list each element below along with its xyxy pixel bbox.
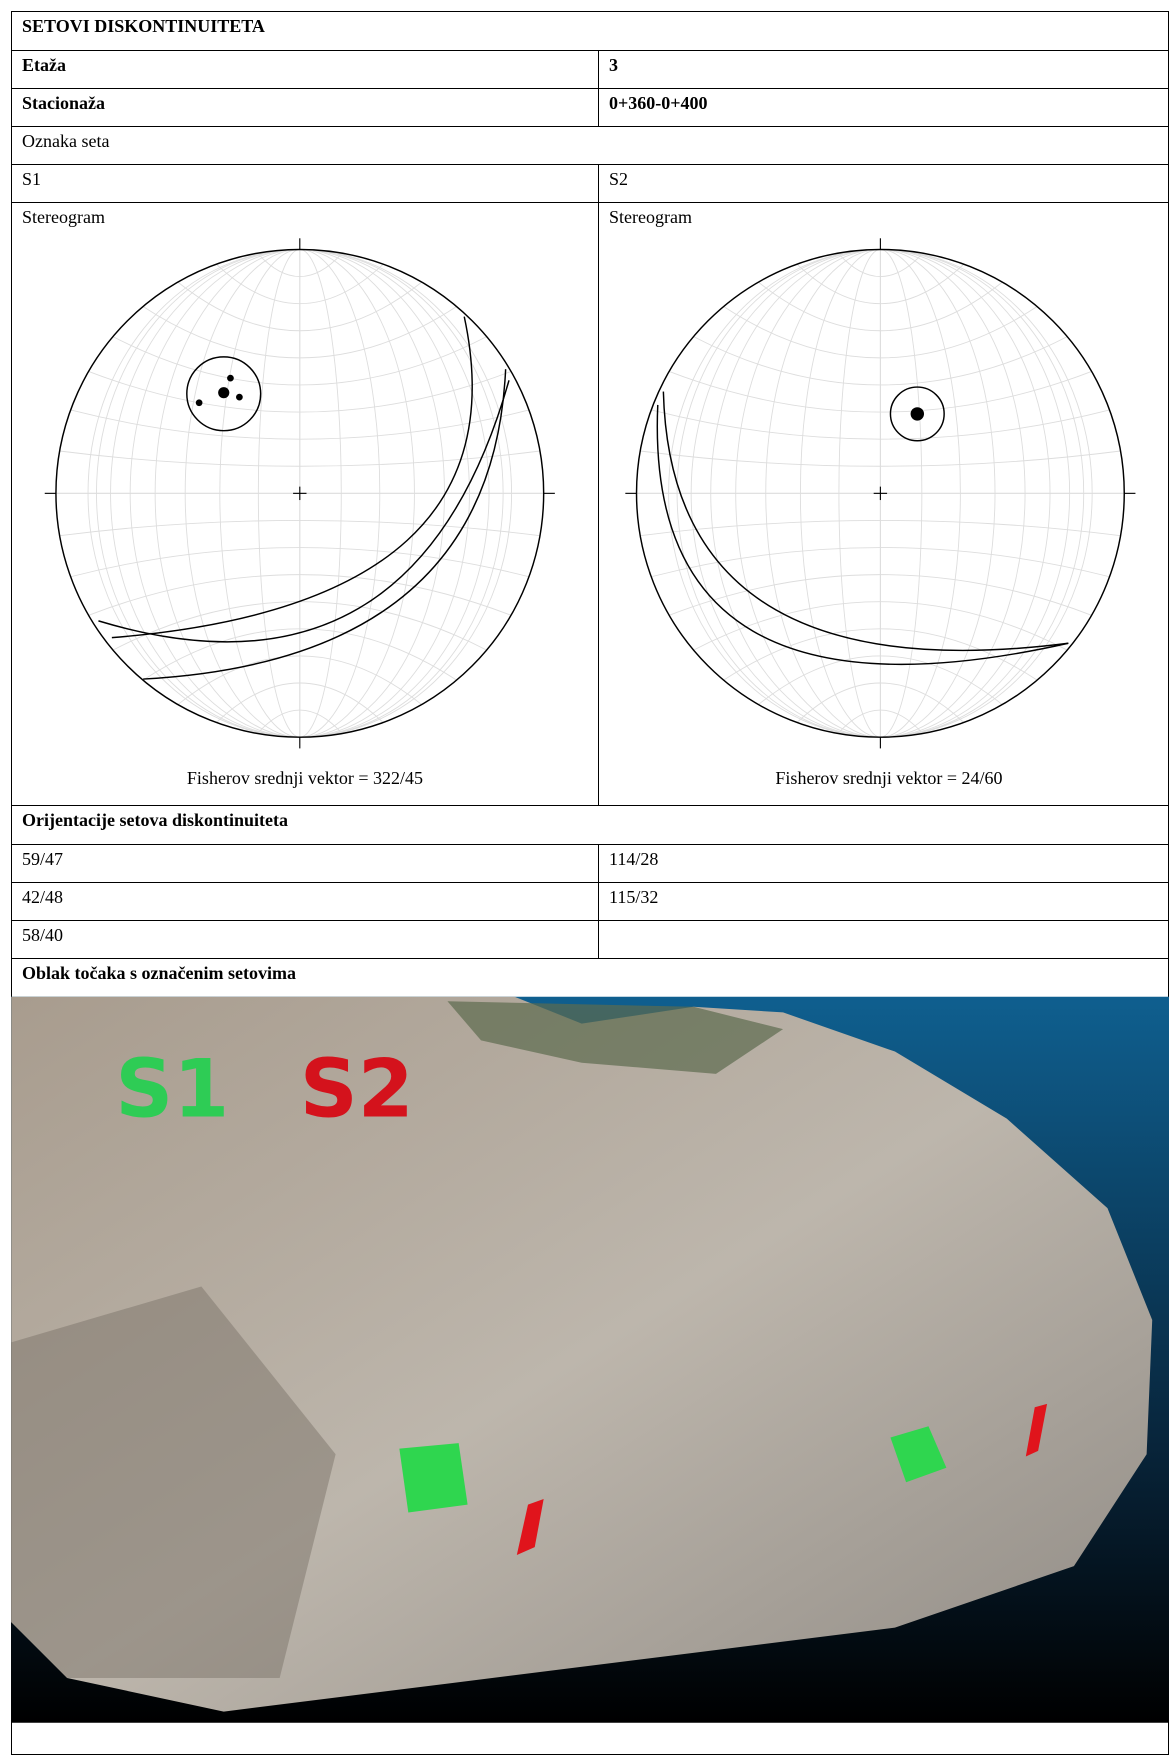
- great-circles: [98, 317, 1068, 679]
- page: SETOVI DISKONTINUITETA Etaža 3 Stacionaž…: [0, 0, 1169, 1758]
- point-cloud-image: S1 S2: [11, 997, 1169, 1723]
- poles: [196, 375, 924, 421]
- set-label: S1: [115, 1041, 229, 1135]
- set-label: S2: [300, 1041, 414, 1135]
- stereonets: [45, 238, 1136, 748]
- drawings: S1 S2: [0, 0, 1169, 1758]
